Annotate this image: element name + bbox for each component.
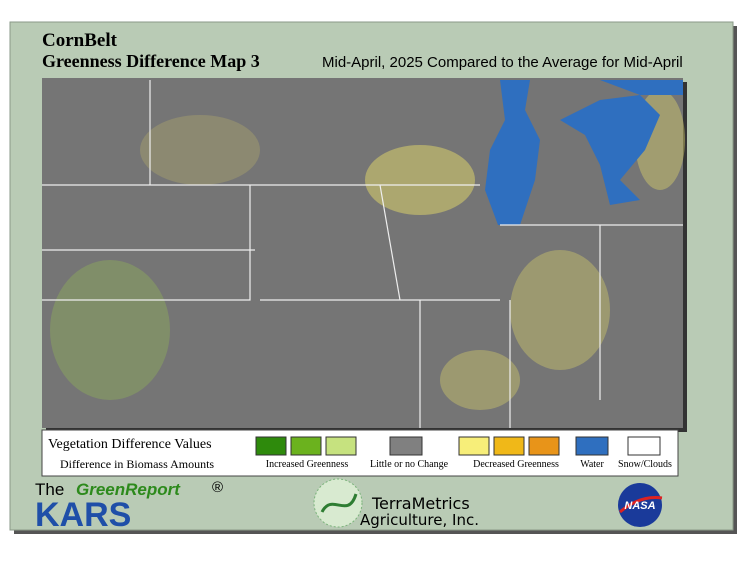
legend-label: Increased Greenness <box>266 459 349 470</box>
decreased-area <box>365 145 475 215</box>
increased-area <box>50 260 170 400</box>
company-line2: Agriculture, Inc. <box>360 511 479 529</box>
nasa-logo-swoosh <box>619 496 663 514</box>
legend-swatch <box>627 436 661 456</box>
legend-label: Little or no Change <box>370 459 449 470</box>
decreased-area <box>440 350 520 410</box>
legend-swatch <box>493 436 525 456</box>
brand-kars: KARS <box>35 496 131 534</box>
brand-registered: ® <box>212 479 223 496</box>
legend-swatch <box>325 436 357 456</box>
nasa-logo <box>618 483 662 527</box>
lake-michigan <box>485 80 540 225</box>
brand-greenreport: GreenReport <box>76 480 181 499</box>
company-line1: TerraMetrics <box>371 494 470 513</box>
map <box>42 78 687 432</box>
legend-swatch <box>255 436 287 456</box>
legend-box <box>41 429 679 477</box>
legend-label: Snow/Clouds <box>618 459 672 470</box>
legend-label: Decreased Greenness <box>473 459 559 470</box>
brand-the: The <box>35 480 64 499</box>
map-title: Greenness Difference Map 3 <box>42 51 260 71</box>
map-area <box>42 78 683 428</box>
lake-huron <box>560 95 660 205</box>
legend-swatch <box>389 436 423 456</box>
legend-swatch <box>575 436 609 456</box>
terrametrics-logo <box>313 478 363 528</box>
terrametrics-logo-mark <box>320 493 358 513</box>
legend-swatch <box>458 436 490 456</box>
legend-swatch <box>528 436 560 456</box>
state-borders <box>42 80 683 428</box>
region: CornBelt <box>42 30 118 51</box>
decreased-area <box>510 250 610 370</box>
nasa-text: NASA <box>624 500 655 512</box>
legend-title: Vegetation Difference Values <box>48 437 212 452</box>
legend-subtitle: Difference in Biomass Amounts <box>60 457 214 471</box>
mixed-area <box>140 115 260 185</box>
lake-superior <box>600 80 683 95</box>
legend-label: Water <box>580 459 604 470</box>
map-subtitle: Mid-April, 2025 Compared to the Average … <box>322 54 683 71</box>
legend-swatch <box>290 436 322 456</box>
